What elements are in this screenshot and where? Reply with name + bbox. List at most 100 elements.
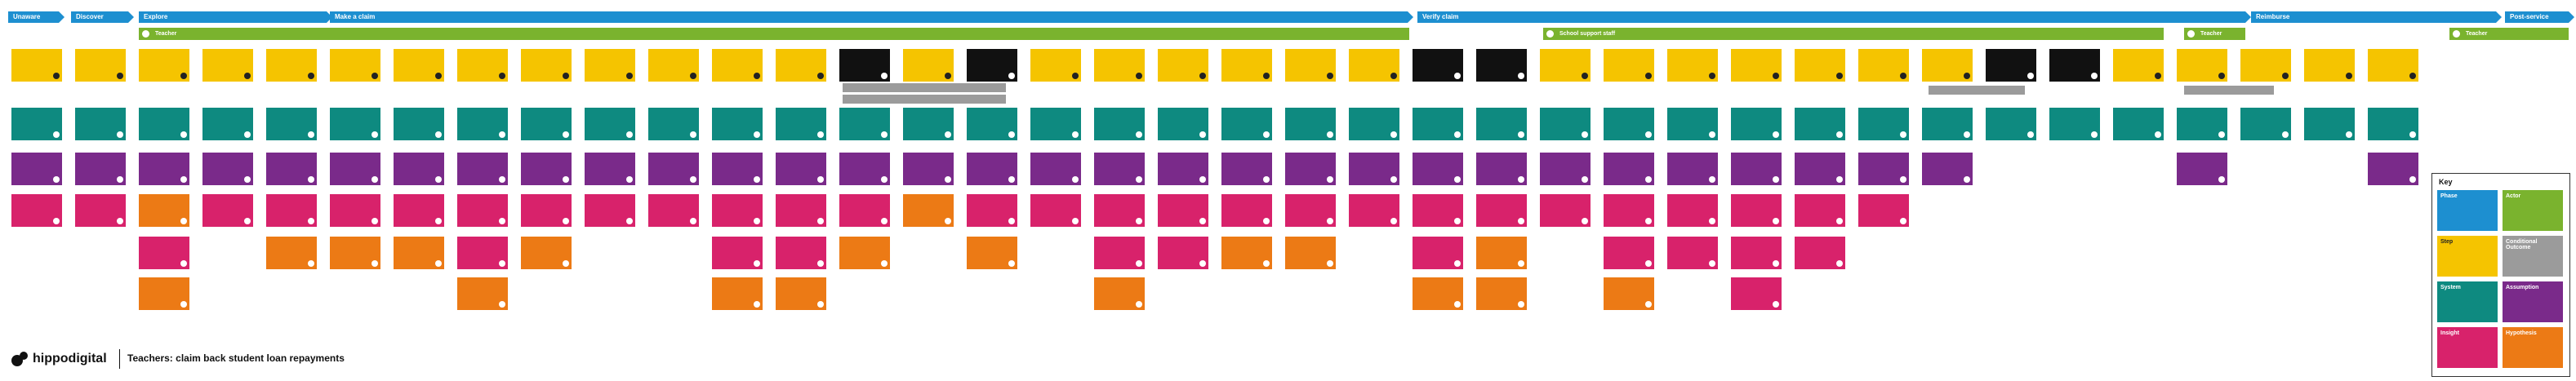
- card-badge-icon: [1518, 73, 1524, 79]
- actor-school-support-staff: School support staff: [1543, 28, 2164, 40]
- key-item-insight: Insight: [2437, 327, 2498, 368]
- card-badge-icon: [690, 131, 696, 138]
- step-card: [1795, 49, 1845, 82]
- card-badge-icon: [499, 260, 505, 267]
- insight-card: [394, 194, 444, 227]
- card-badge-icon: [881, 176, 888, 183]
- insight-card: [139, 237, 189, 269]
- card-badge-icon: [1072, 73, 1079, 79]
- phase-label: Unaware: [13, 13, 41, 20]
- actor-icon: [2187, 30, 2195, 38]
- assumption-card: [1922, 153, 1973, 185]
- card-badge-icon: [2027, 73, 2034, 79]
- system-card: [2049, 108, 2100, 140]
- card-badge-icon: [1773, 260, 1779, 267]
- conditional-card: [839, 49, 890, 82]
- legend-key: Key Phase Actor Step Conditional Outcome…: [2431, 173, 2570, 377]
- step-card: [585, 49, 635, 82]
- system-card: [2113, 108, 2164, 140]
- step-card: [712, 49, 763, 82]
- card-badge-icon: [1836, 131, 1843, 138]
- step-card: [2177, 49, 2227, 82]
- step-card: [1094, 49, 1145, 82]
- card-badge-icon: [1964, 73, 1970, 79]
- card-badge-icon: [1645, 301, 1652, 308]
- hypothesis-card: [776, 277, 826, 310]
- system-card: [11, 108, 62, 140]
- assumption-card: [1604, 153, 1654, 185]
- phase-unaware: Unaware: [8, 11, 65, 23]
- card-badge-icon: [690, 176, 696, 183]
- phase-label: Explore: [144, 13, 168, 20]
- step-card: [1604, 49, 1654, 82]
- page-title: Teachers: claim back student loan repaym…: [127, 352, 345, 364]
- insight-card: [1540, 194, 1591, 227]
- card-badge-icon: [1518, 260, 1524, 267]
- insight-card: [1858, 194, 1909, 227]
- card-badge-icon: [180, 301, 187, 308]
- card-badge-icon: [1900, 218, 1906, 224]
- hypothesis-card: [1604, 277, 1654, 310]
- card-badge-icon: [1518, 218, 1524, 224]
- card-badge-icon: [308, 73, 314, 79]
- system-card: [266, 108, 317, 140]
- assumption-card: [839, 153, 890, 185]
- card-badge-icon: [1900, 131, 1906, 138]
- system-card: [1540, 108, 1591, 140]
- card-badge-icon: [1390, 73, 1397, 79]
- card-badge-icon: [563, 218, 569, 224]
- actor-icon: [142, 30, 149, 38]
- card-badge-icon: [817, 73, 824, 79]
- assumption-card: [394, 153, 444, 185]
- card-badge-icon: [626, 176, 633, 183]
- card-badge-icon: [2282, 131, 2289, 138]
- card-badge-icon: [754, 73, 760, 79]
- assumption-card: [2177, 153, 2227, 185]
- card-badge-icon: [117, 131, 123, 138]
- hypothesis-card: [1476, 237, 1527, 269]
- hypothesis-card: [139, 194, 189, 227]
- card-badge-icon: [308, 260, 314, 267]
- insight-card: [1476, 194, 1527, 227]
- step-card: [266, 49, 317, 82]
- system-card: [1731, 108, 1782, 140]
- assumption-card: [1030, 153, 1081, 185]
- card-badge-icon: [1390, 131, 1397, 138]
- card-badge-icon: [371, 131, 378, 138]
- insight-card: [1604, 194, 1654, 227]
- phase-label: Discover: [76, 13, 104, 20]
- step-card: [1731, 49, 1782, 82]
- card-badge-icon: [371, 260, 378, 267]
- insight-card: [712, 194, 763, 227]
- card-badge-icon: [817, 131, 824, 138]
- card-badge-icon: [754, 176, 760, 183]
- card-badge-icon: [690, 218, 696, 224]
- card-badge-icon: [817, 218, 824, 224]
- card-badge-icon: [435, 218, 442, 224]
- system-card: [648, 108, 699, 140]
- hypothesis-card: [266, 237, 317, 269]
- card-badge-icon: [2409, 73, 2416, 79]
- card-badge-icon: [371, 218, 378, 224]
- hypothesis-card: [394, 237, 444, 269]
- card-badge-icon: [1454, 218, 1461, 224]
- step-card: [75, 49, 126, 82]
- system-card: [75, 108, 126, 140]
- conditional-card: [1476, 49, 1527, 82]
- conditional-outcome-bar: [843, 83, 1006, 92]
- card-badge-icon: [1263, 131, 1270, 138]
- card-badge-icon: [1390, 218, 1397, 224]
- key-label: Actor: [2506, 193, 2521, 199]
- card-badge-icon: [1454, 301, 1461, 308]
- card-badge-icon: [1008, 176, 1015, 183]
- system-card: [330, 108, 380, 140]
- card-badge-icon: [1199, 73, 1206, 79]
- system-card: [776, 108, 826, 140]
- card-badge-icon: [244, 218, 251, 224]
- assumption-card: [2368, 153, 2418, 185]
- key-title: Key: [2439, 178, 2453, 186]
- card-badge-icon: [1773, 218, 1779, 224]
- conditional-outcome-bar: [2184, 86, 2274, 95]
- hypothesis-card: [1476, 277, 1527, 310]
- card-badge-icon: [945, 73, 951, 79]
